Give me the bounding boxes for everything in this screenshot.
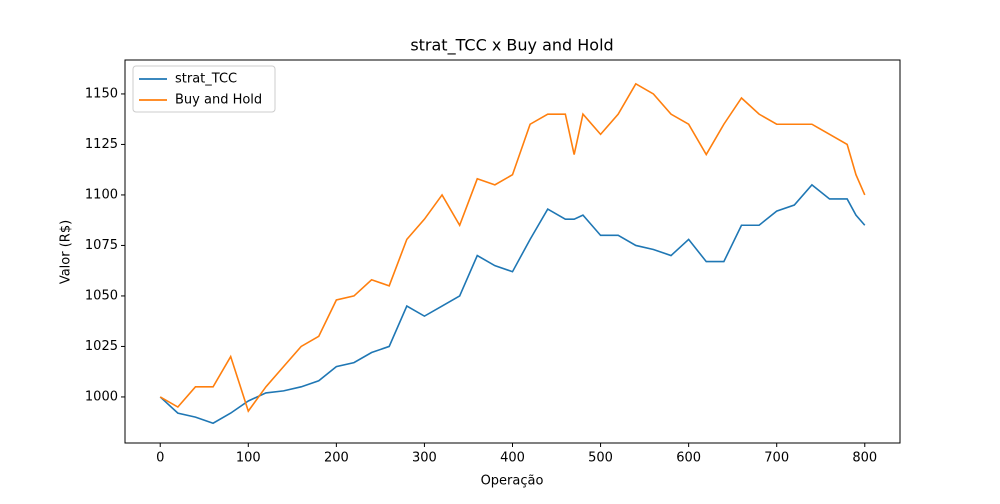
x-tick-label: 400: [500, 451, 525, 466]
x-tick-label: 200: [324, 451, 349, 466]
y-tick-label: 1075: [85, 238, 118, 253]
legend-box: [132, 65, 276, 113]
y-axis-label: Valor (R$): [59, 220, 74, 284]
x-tick-label: 500: [588, 451, 613, 466]
chart-title: strat_TCC x Buy and Hold: [410, 36, 613, 56]
y-tick-label: 1150: [85, 86, 118, 101]
x-tick-label: 100: [236, 451, 261, 466]
series-line: [159, 183, 866, 425]
series-line: [159, 82, 866, 413]
y-tick-label: 1000: [85, 389, 118, 404]
legend-label: strat_TCC: [175, 72, 237, 87]
x-tick-label: 600: [676, 451, 701, 466]
x-axis-label: Operação: [481, 474, 544, 489]
x-tick-label: 800: [852, 451, 877, 466]
y-tick-label: 1125: [85, 137, 118, 152]
y-tick-label: 1100: [85, 187, 118, 202]
plot-frame: [124, 59, 901, 444]
legend-label: Buy and Hold: [175, 93, 262, 108]
x-tick-label: 0: [156, 451, 164, 466]
y-tick-label: 1025: [85, 339, 118, 354]
x-tick-label: 300: [412, 451, 437, 466]
y-tick-label: 1050: [85, 288, 118, 303]
x-tick-label: 700: [764, 451, 789, 466]
